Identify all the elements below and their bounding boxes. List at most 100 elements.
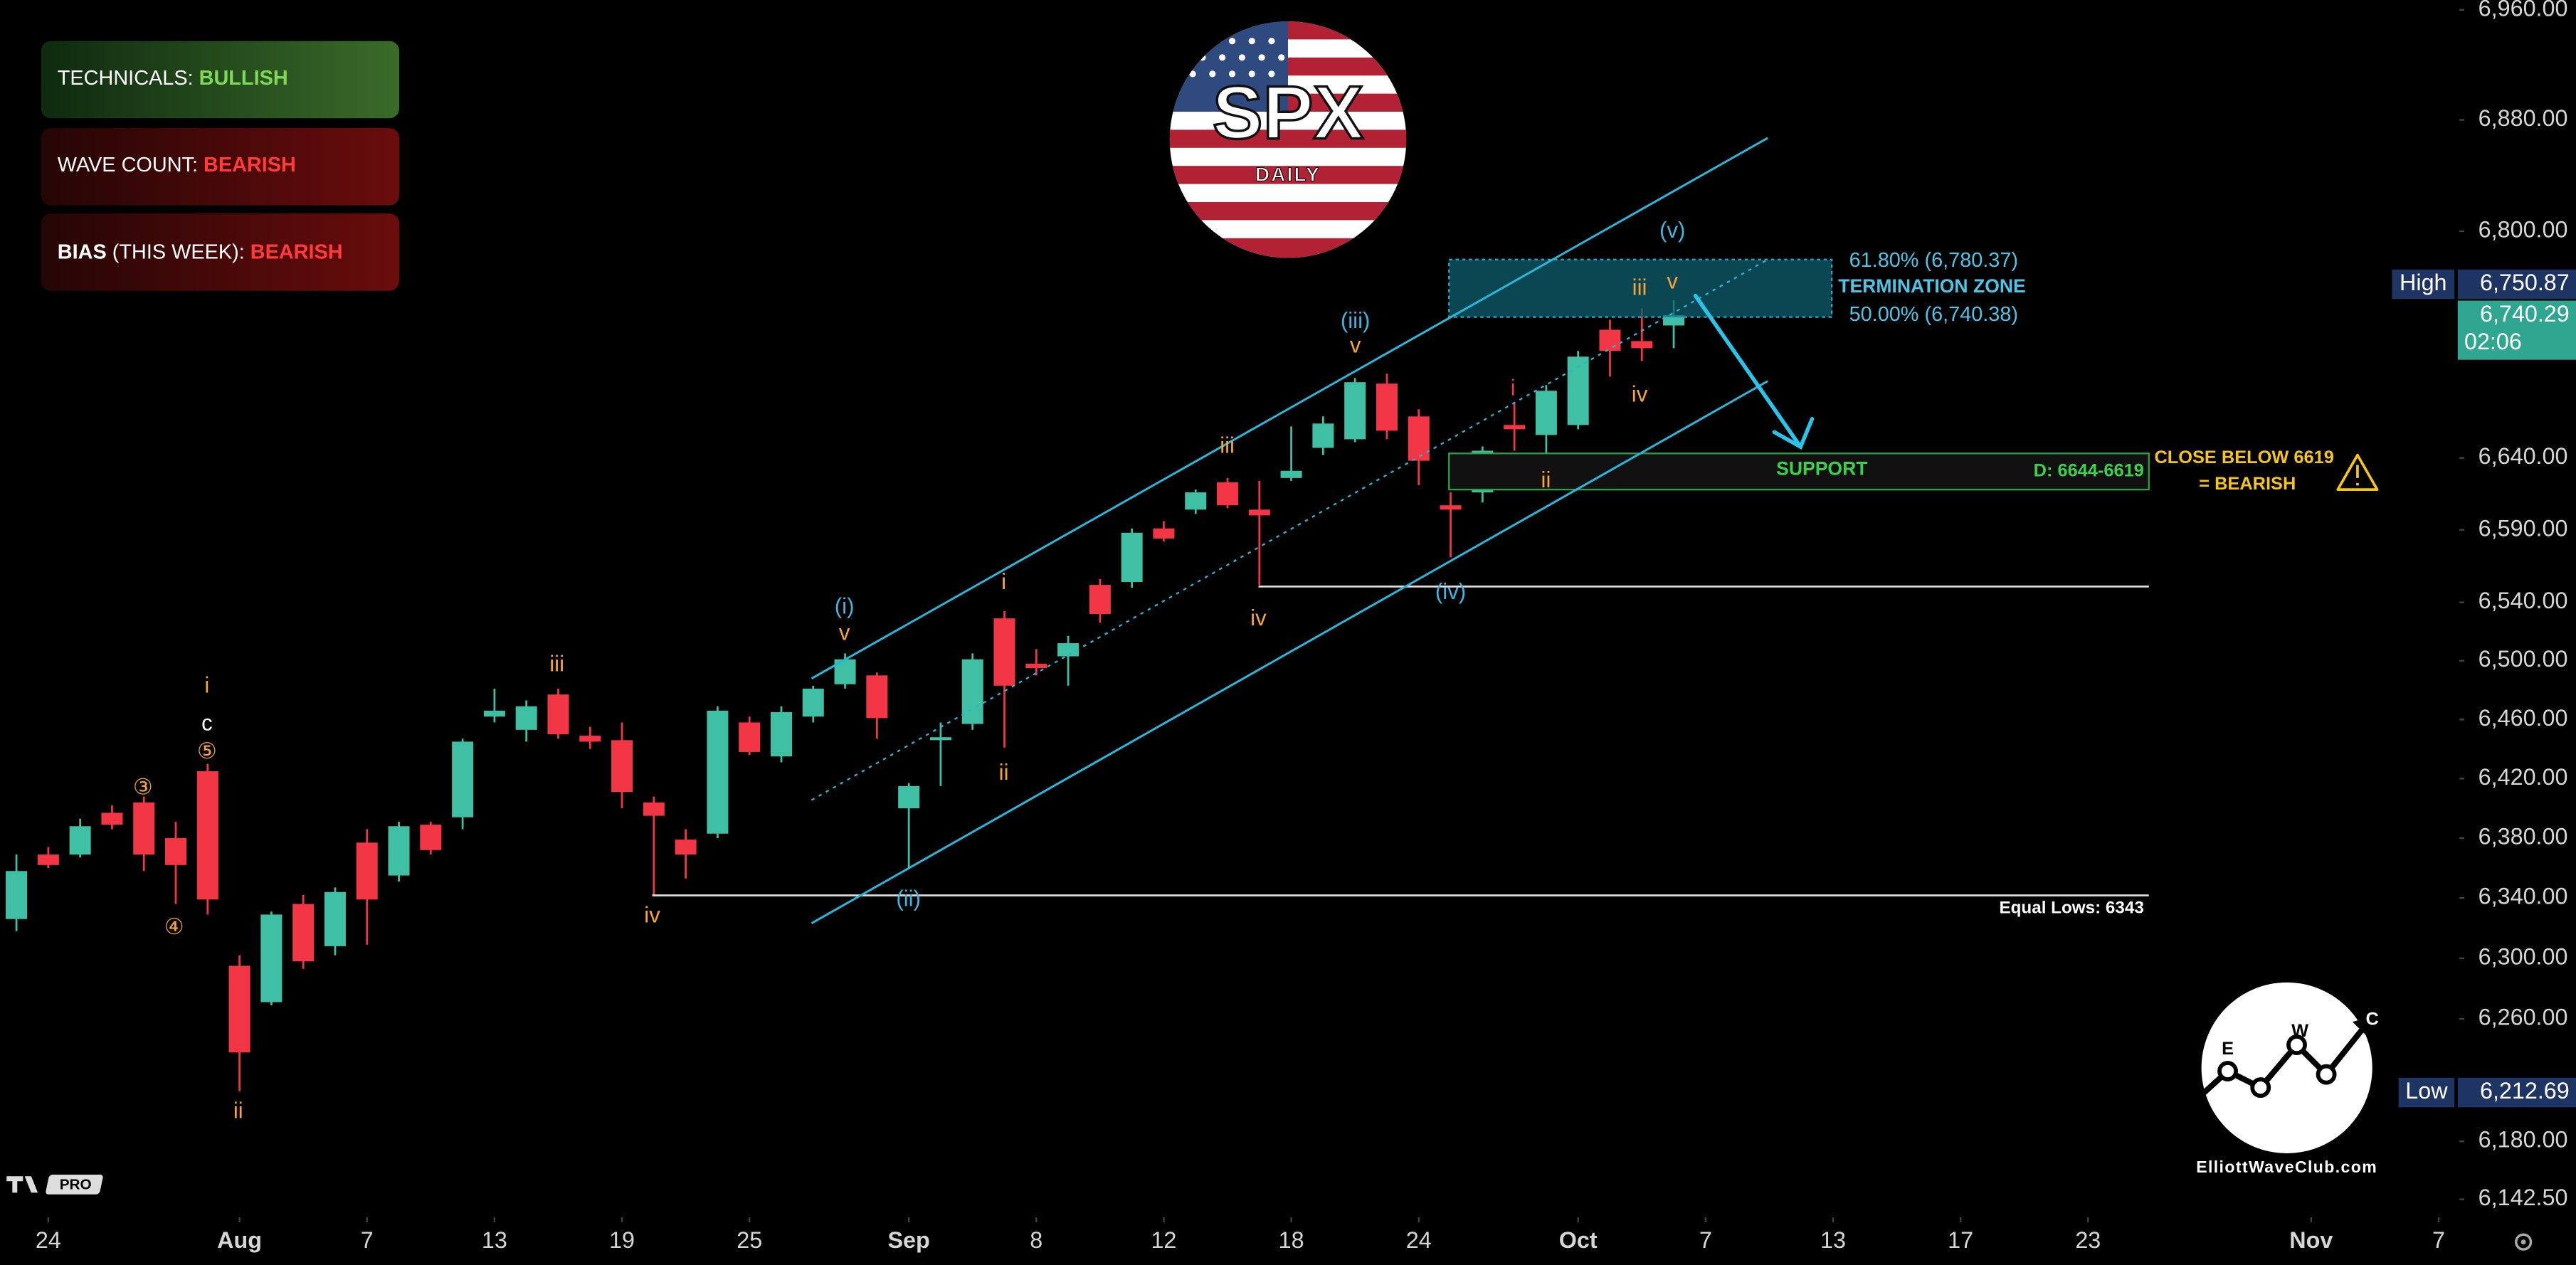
candle-body bbox=[292, 904, 315, 962]
wave-label: (iv) bbox=[1435, 579, 1466, 604]
x-tick-label: 7 bbox=[2432, 1227, 2445, 1253]
candle-body bbox=[101, 813, 123, 825]
candle-body bbox=[1408, 416, 1430, 461]
candle-body bbox=[165, 838, 187, 865]
y-tick-label: 6,640.00 bbox=[2479, 443, 2568, 469]
last-price: 6,740.29 bbox=[2480, 301, 2570, 327]
channel-lower bbox=[811, 380, 1768, 925]
termination-zone bbox=[1448, 258, 1833, 318]
candle-body bbox=[1185, 492, 1207, 510]
wave-label: v bbox=[1350, 332, 1361, 357]
value: BEARISH bbox=[250, 240, 343, 263]
candle-body bbox=[356, 842, 378, 900]
x-tick-label: 8 bbox=[1030, 1227, 1042, 1253]
x-tick-label: 13 bbox=[482, 1227, 507, 1253]
x-tick-label: 19 bbox=[609, 1227, 635, 1253]
y-tick-label: 6,420.00 bbox=[2479, 764, 2568, 790]
channel-upper bbox=[811, 137, 1768, 679]
candle-body bbox=[1504, 425, 1526, 430]
wave-label: iv bbox=[644, 903, 660, 928]
candle-body bbox=[515, 706, 537, 730]
wave-label: (ii) bbox=[896, 886, 921, 911]
candle-body bbox=[1217, 482, 1239, 506]
wave-label: (iii) bbox=[1341, 308, 1371, 333]
y-tick-label: 6,500.00 bbox=[2479, 646, 2568, 672]
candle-body bbox=[1344, 382, 1366, 440]
wave-label: ii bbox=[233, 1098, 243, 1123]
x-tick-label: 24 bbox=[36, 1227, 61, 1253]
candle-body bbox=[1025, 663, 1047, 669]
low-price: 6,212.69 bbox=[2480, 1078, 2570, 1103]
candle-body bbox=[228, 965, 250, 1053]
ewc-letter: C bbox=[2366, 1010, 2379, 1030]
wave-label: i bbox=[204, 672, 209, 697]
y-tick-label: 6,142.50 bbox=[2479, 1185, 2568, 1210]
candle-body bbox=[802, 688, 824, 717]
panel bbox=[41, 128, 400, 206]
y-tick-label: 6,340.00 bbox=[2479, 884, 2568, 909]
x-tick-label: 25 bbox=[737, 1227, 762, 1253]
panel-text: WAVE COUNT: BEARISH bbox=[58, 154, 296, 176]
wave-label: iv bbox=[1632, 382, 1648, 407]
label: BIAS bbox=[58, 240, 107, 263]
label: WAVE COUNT: bbox=[58, 154, 204, 176]
candle-body bbox=[1631, 341, 1653, 349]
candle-body bbox=[611, 740, 633, 793]
candle-body bbox=[1440, 505, 1462, 510]
x-tick-label: Oct bbox=[1559, 1227, 1598, 1253]
y-tick-label: 6,300.00 bbox=[2479, 943, 2568, 969]
x-tick-label: Aug bbox=[217, 1227, 262, 1253]
wave-label: ⑤ bbox=[197, 739, 217, 763]
x-tick-label: Nov bbox=[2289, 1227, 2333, 1253]
candle-body bbox=[739, 722, 761, 752]
support-range: D: 6644-6619 bbox=[2034, 460, 2144, 480]
fib-top: 61.80% (6,780.37) bbox=[1849, 249, 2018, 272]
candle-body bbox=[1567, 356, 1589, 425]
fib-bottom: 50.00% (6,740.38) bbox=[1849, 303, 2018, 326]
candle-body bbox=[770, 711, 792, 757]
warning-text: CLOSE BELOW 6619 bbox=[2154, 448, 2333, 467]
wave-label: ii bbox=[999, 760, 1009, 785]
wave-label: iv bbox=[1250, 605, 1267, 630]
low-title-box bbox=[2398, 1077, 2455, 1108]
panel-text: TECHNICALS: BULLISH bbox=[58, 66, 288, 89]
warning-text: = BEARISH bbox=[2199, 474, 2296, 494]
tv-badge: PRO bbox=[6, 1175, 103, 1195]
high-title: High bbox=[2400, 270, 2446, 295]
wave-label: ③ bbox=[133, 775, 153, 800]
wave-label: v bbox=[1667, 268, 1678, 293]
wave-label: iii bbox=[549, 651, 564, 676]
settings-icon[interactable] bbox=[2515, 1233, 2533, 1251]
last-box bbox=[2457, 300, 2576, 360]
candle-body bbox=[643, 802, 665, 816]
y-tick-label: 6,800.00 bbox=[2479, 217, 2568, 243]
candle-body bbox=[324, 891, 346, 946]
candle-body bbox=[420, 825, 442, 850]
panel bbox=[41, 41, 400, 119]
high-title-box bbox=[2392, 269, 2455, 300]
x-tick-label: 24 bbox=[1406, 1227, 1432, 1253]
wave-label: i bbox=[1001, 569, 1006, 594]
warning-icon bbox=[2336, 453, 2379, 491]
candle-body bbox=[547, 694, 569, 735]
x-tick-label: 18 bbox=[1279, 1227, 1304, 1253]
y-tick-label: 6,460.00 bbox=[2479, 705, 2568, 731]
tv-pro: PRO bbox=[60, 1176, 92, 1192]
ewc-logo: E W C ElliottWaveClub.com bbox=[2190, 982, 2379, 1176]
label: (THIS WEEK): bbox=[107, 240, 250, 263]
candle-body bbox=[388, 826, 410, 876]
candle-body bbox=[6, 871, 28, 919]
support-label: SUPPORT bbox=[1776, 457, 1867, 479]
candle-body bbox=[1057, 643, 1080, 657]
candle-body bbox=[260, 914, 283, 1002]
candle-body bbox=[1376, 383, 1398, 431]
wave-label: i bbox=[1511, 375, 1516, 400]
panel-text: BIAS (THIS WEEK): BEARISH bbox=[58, 240, 343, 263]
wave-label: iii bbox=[1220, 433, 1235, 457]
candle-body bbox=[961, 659, 983, 724]
x-tick-label: 12 bbox=[1151, 1227, 1176, 1253]
spx-title: SPX bbox=[1213, 70, 1363, 154]
spx-subtitle: DAILY bbox=[1255, 163, 1321, 185]
ewc-letter: W bbox=[2291, 1021, 2308, 1041]
